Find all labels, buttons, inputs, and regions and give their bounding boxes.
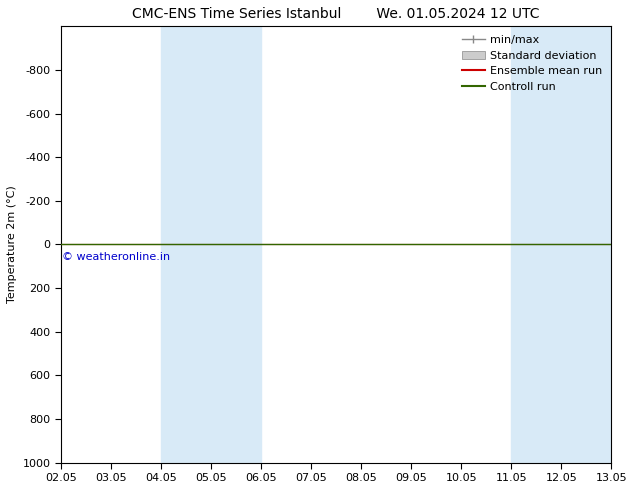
Title: CMC-ENS Time Series Istanbul        We. 01.05.2024 12 UTC: CMC-ENS Time Series Istanbul We. 01.05.2…	[133, 7, 540, 21]
Y-axis label: Temperature 2m (°C): Temperature 2m (°C)	[7, 186, 17, 303]
Bar	[511, 26, 611, 463]
Bar	[161, 26, 261, 463]
Legend: min/max, Standard deviation, Ensemble mean run, Controll run: min/max, Standard deviation, Ensemble me…	[459, 32, 605, 95]
Text: © weatheronline.in: © weatheronline.in	[62, 252, 170, 262]
